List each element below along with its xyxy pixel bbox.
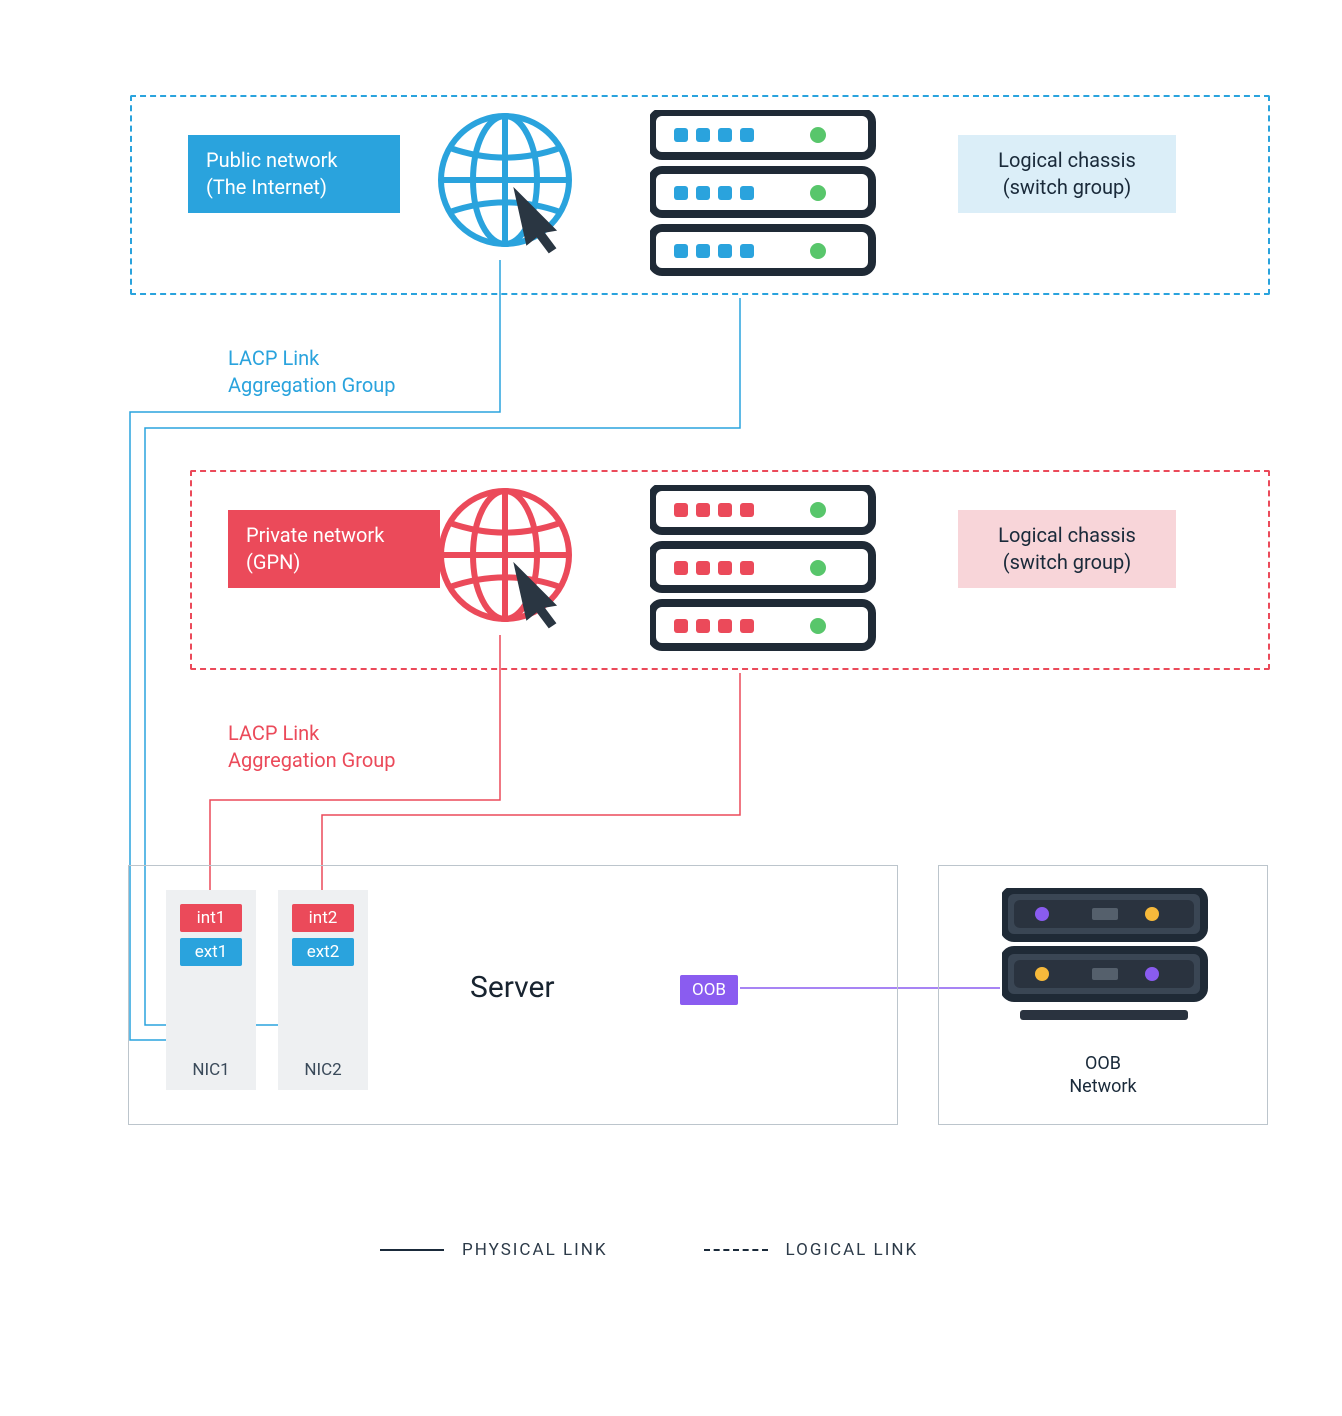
globe-icon-private [435, 485, 605, 659]
lacp-label-private: LACP LinkAggregation Group [228, 720, 396, 774]
legend-physical-text: PHYSICAL LINK [462, 1240, 608, 1260]
legend: PHYSICAL LINK LOGICAL LINK [380, 1240, 918, 1260]
globe-icon-public [435, 110, 605, 284]
nic2-label: NIC2 [278, 1060, 368, 1080]
private-chassis-label: Logical chassis(switch group) [958, 510, 1176, 588]
public-network-label: Public network(The Internet) [188, 135, 400, 213]
oob-network-label: OOBNetwork [938, 1052, 1268, 1099]
server-title: Server [470, 970, 555, 1005]
lacp-label-public: LACP LinkAggregation Group [228, 345, 396, 399]
switch-stack-private [650, 485, 876, 667]
legend-logical-line [704, 1249, 768, 1251]
nic1-int-port: int1 [180, 904, 242, 932]
switch-stack-oob [1002, 888, 1208, 1032]
nic1-ext-port: ext1 [180, 938, 242, 966]
nic2-int-port: int2 [292, 904, 354, 932]
oob-port: OOB [680, 975, 738, 1005]
switch-stack-public [650, 110, 876, 292]
legend-physical-line [380, 1249, 444, 1251]
network-diagram: Public network(The Internet) Logical cha… [40, 40, 1302, 1376]
private-network-label: Private network(GPN) [228, 510, 440, 588]
public-chassis-label: Logical chassis(switch group) [958, 135, 1176, 213]
nic1-label: NIC1 [166, 1060, 256, 1080]
legend-logical-text: LOGICAL LINK [786, 1240, 919, 1260]
nic2-ext-port: ext2 [292, 938, 354, 966]
